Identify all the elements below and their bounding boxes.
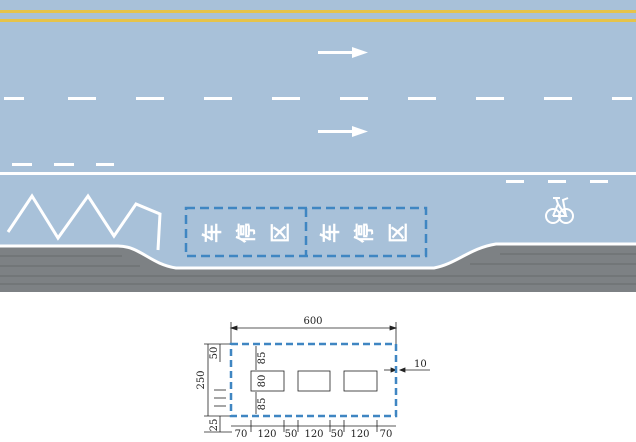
lane-arrow-top [318, 47, 368, 58]
centerline-yellow-1 [0, 10, 636, 13]
road-char-4: 车 [318, 223, 342, 243]
edge-line [0, 172, 636, 175]
road-scene: 车 停 区 车 停 区 [0, 0, 636, 292]
label-height-bottom: 25 [209, 419, 220, 432]
label-inner-height-2: 80 [257, 375, 268, 388]
bicycle-icon [545, 197, 574, 224]
label-inner-height-3: 85 [257, 398, 268, 411]
bike-lane-dashes-left [12, 163, 114, 166]
diagram-char-box-3 [343, 370, 378, 392]
dashed-lane-line [4, 97, 632, 100]
bike-lane-dashes-right [506, 180, 608, 183]
label-width-5: 50 [331, 429, 344, 440]
road-text-right: 车 停 区 [318, 223, 410, 243]
road-char-2: 停 [234, 223, 258, 243]
road-text-left: 车 停 区 [200, 223, 292, 243]
lane-arrow-bottom [318, 126, 368, 137]
label-width-6: 120 [350, 429, 369, 440]
centerline-yellow-2 [0, 19, 636, 22]
curb-edge [0, 242, 636, 270]
diagram-parking-box [229, 342, 398, 418]
label-width-4: 120 [304, 429, 323, 440]
road-char-3: 区 [268, 223, 292, 243]
diagram-char-box-2 [297, 370, 331, 392]
label-width-2: 120 [257, 429, 276, 440]
zigzag-marking [6, 193, 162, 251]
label-width-3: 50 [285, 429, 298, 440]
label-width-1: 70 [235, 429, 248, 440]
sidewalk-pavers [0, 253, 636, 285]
road-char-6: 区 [386, 223, 410, 243]
dimension-drawing: 600 10 250 50 25 85 80 85 70 120 50 120 … [196, 316, 430, 440]
road-char-5: 停 [352, 223, 376, 243]
label-height-total: 250 [196, 370, 207, 389]
label-total-width: 600 [303, 316, 322, 327]
label-offset: 10 [414, 359, 427, 370]
diagram-char-box-1 [250, 370, 285, 392]
label-width-7: 70 [380, 429, 393, 440]
label-inner-height-1: 85 [257, 352, 268, 365]
road-char-1: 车 [200, 223, 224, 243]
label-height-top: 50 [209, 347, 220, 360]
